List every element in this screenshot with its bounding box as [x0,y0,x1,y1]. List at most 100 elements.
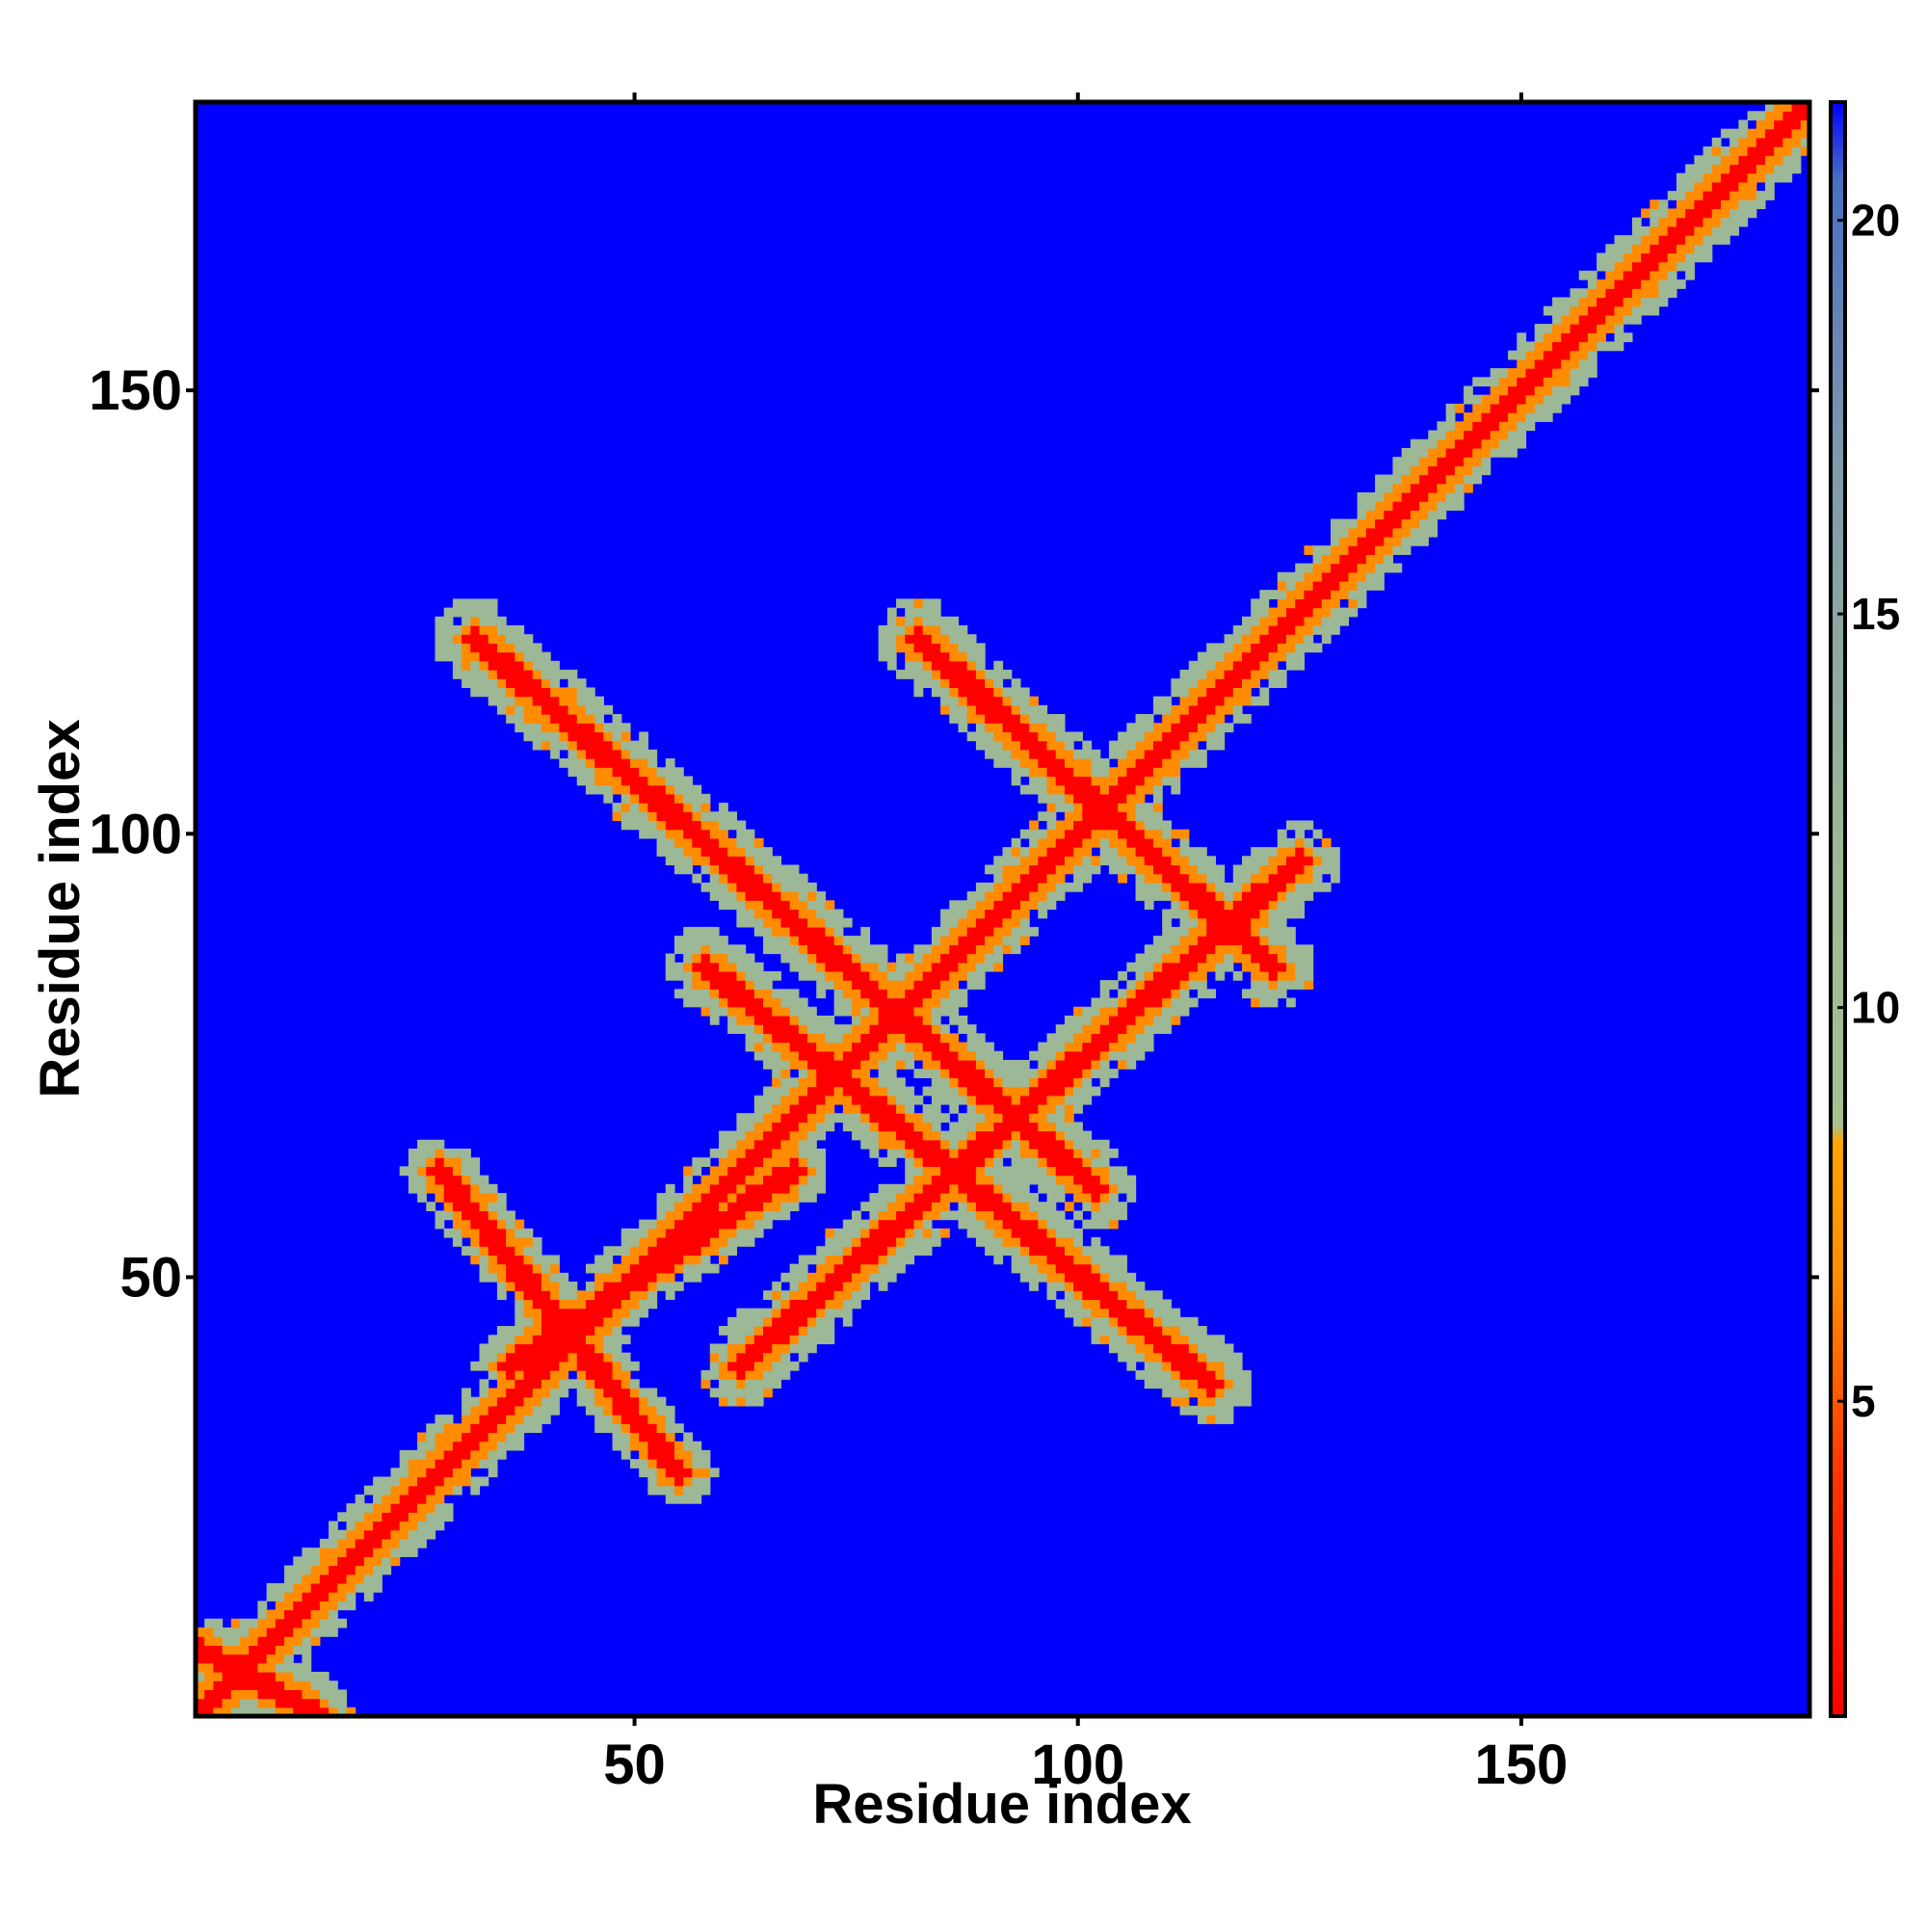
heatmap-cell [993,749,1004,759]
heatmap-cell [1064,1042,1074,1052]
heatmap-cell [470,1441,481,1451]
heatmap-cell [515,678,525,689]
heatmap-cell [1002,1228,1013,1238]
heatmap-cell [1055,1148,1066,1158]
heatmap-cell [1755,191,1766,200]
heatmap-cell [665,829,675,839]
heatmap-cell [931,980,941,990]
heatmap-cell [1206,1379,1216,1389]
heatmap-cell [985,891,994,901]
heatmap-cell [1597,288,1606,299]
heatmap-cell [798,891,808,901]
heatmap-cell [1259,598,1270,609]
heatmap-cell [1002,847,1013,857]
heatmap-cell [1641,208,1650,219]
heatmap-cell [922,997,933,1008]
heatmap-cell [1171,970,1181,981]
heatmap-cell [612,1405,622,1416]
heatmap-cell [1144,1033,1154,1044]
heatmap-cell [993,909,1004,919]
heatmap-cell [665,1193,675,1203]
heatmap-cell [745,1175,755,1185]
heatmap-cell [1152,882,1163,892]
heatmap-cell [462,1405,471,1416]
heatmap-cell [736,1343,747,1354]
heatmap-cell [382,1538,392,1548]
heatmap-cell [568,687,578,698]
heatmap-cell [426,1423,436,1434]
heatmap-cell [807,944,817,955]
heatmap-cell [1401,518,1412,529]
heatmap-cell [1561,305,1571,316]
heatmap-cell [940,980,950,990]
heatmap-cell [1392,536,1403,546]
heatmap-cell [825,944,835,955]
heatmap-cell [1206,704,1216,715]
heatmap-cell [639,1415,648,1424]
heatmap-cell [985,882,994,892]
heatmap-cell [1206,740,1216,751]
heatmap-cell [1171,944,1181,955]
heatmap-cell [993,1255,1004,1265]
heatmap-cell [550,1316,560,1327]
heatmap-cell [975,953,986,964]
heatmap-cell [1428,527,1439,538]
heatmap-cell [620,1449,631,1460]
heatmap-cell [576,758,587,768]
heatmap-cell [1694,199,1704,210]
heatmap-cell [931,634,941,644]
heatmap-cell [665,1210,675,1221]
heatmap-cell [1286,864,1296,875]
heatmap-cell [763,1024,773,1034]
heatmap-cell [1215,1343,1226,1354]
heatmap-cell [1197,900,1207,911]
heatmap-cell [1144,1361,1154,1371]
heatmap-cell [683,1476,693,1487]
heatmap-cell [515,643,525,653]
heatmap-cell [1286,616,1296,626]
heatmap-cell [1791,155,1802,166]
heatmap-cell [718,1183,728,1194]
heatmap-cell [1534,394,1544,405]
heatmap-cell [1011,1095,1021,1105]
heatmap-cell [1055,714,1066,724]
heatmap-cell [1534,350,1544,360]
heatmap-cell [1019,900,1030,911]
heatmap-cell [1703,191,1713,200]
heatmap-cell [780,1175,791,1185]
heatmap-cell [426,1529,436,1540]
heatmap-cell [1650,217,1660,227]
heatmap-cell [763,997,773,1008]
heatmap-cell [949,651,960,662]
heatmap-cell [1038,1246,1048,1257]
heatmap-cell [753,926,764,937]
heatmap-cell [1091,1175,1101,1185]
heatmap-cell [1188,1361,1199,1371]
heatmap-cell [452,1202,462,1212]
heatmap-cell [1232,714,1243,724]
heatmap-cell [1304,837,1314,848]
heatmap-cell [1144,882,1154,892]
heatmap-cell [1232,651,1243,662]
heatmap-cell [293,1671,304,1681]
heatmap-cell [922,1086,933,1097]
heatmap-cell [1126,1343,1137,1354]
heatmap-cell [1099,1042,1110,1052]
heatmap-cell [745,837,755,848]
heatmap-cell [949,634,960,644]
heatmap-cell [753,1015,764,1025]
heatmap-cell [1144,980,1154,990]
heatmap-cell [496,1326,507,1336]
heatmap-cell [913,953,924,964]
heatmap-cell [435,1183,445,1194]
heatmap-cell [1206,1405,1216,1416]
heatmap-cell [798,936,808,945]
heatmap-cell [329,1698,338,1708]
heatmap-cell [612,758,622,768]
heatmap-cell [647,1388,658,1398]
heatmap-cell [886,607,897,618]
heatmap-cell [665,1405,675,1416]
heatmap-cell [355,1494,365,1504]
heatmap-cell [1543,377,1553,387]
heatmap-cell [443,1157,454,1167]
